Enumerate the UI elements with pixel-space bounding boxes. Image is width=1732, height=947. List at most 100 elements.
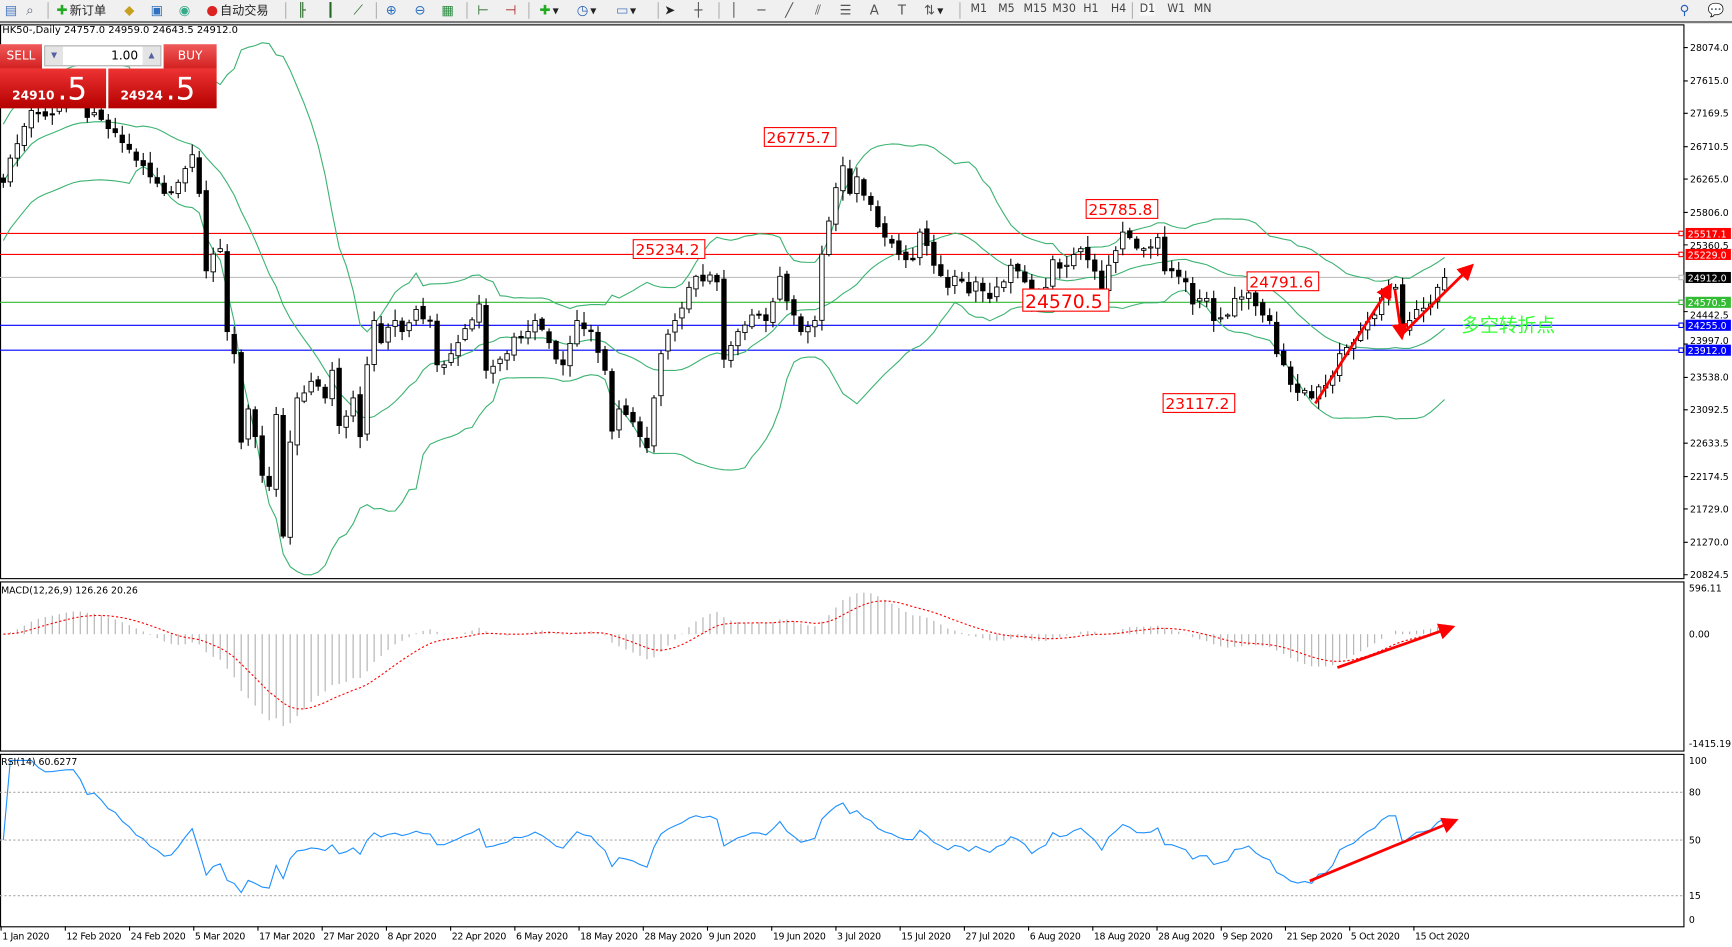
arrows-dropdown[interactable]: ⇅ ▾ [923,2,944,18]
timeframe-m1[interactable]: M1 [970,3,988,16]
text-icon[interactable]: A [869,2,879,18]
candle-body-bearish [1176,269,1182,277]
main-chart-panel [0,24,1685,580]
lot-increase-icon[interactable]: ▲ [142,46,161,66]
candle-body-bullish [952,275,958,287]
candle-body-bearish [847,168,853,194]
candle [1218,307,1224,323]
candle-body-bullish [1371,314,1378,320]
date-axis-label: 22 Apr 2020 [452,932,507,943]
data-window-icon[interactable]: ▣ [150,2,164,18]
candle [889,235,895,248]
market-watch-icon[interactable]: ◆ [124,2,135,18]
timeframe-mn[interactable]: MN [1193,3,1212,16]
tile-windows-icon[interactable]: ▦ [441,2,454,18]
candle [189,144,195,173]
candle [266,466,272,491]
indicators-dropdown[interactable]: ✚ ▾ [539,2,559,18]
timeframe-h1[interactable]: H1 [1083,3,1099,16]
candle [987,282,993,304]
price-axis-label: 21270.0 [1690,538,1729,549]
date-axis-label: 6 Aug 2020 [1030,932,1081,943]
lot-decrease-icon[interactable]: ▼ [45,46,64,66]
zoom-out-icon[interactable]: ⊖ [414,2,426,18]
candle [1008,258,1014,294]
auto-scroll-icon[interactable]: ⊣ [504,2,517,18]
candle-body-bearish [1015,263,1021,272]
candle-body-bearish [1288,366,1294,385]
buy-price-button[interactable]: 24924 .5 [108,68,217,109]
lot-size-stepper[interactable]: ▼ 1.00 ▲ [44,45,162,67]
fibonacci-icon[interactable]: ☰ [839,2,852,18]
candle-body-bearish [420,305,426,320]
horizontal-line-icon[interactable]: ─ [757,2,766,18]
date-axis-label: 17 Mar 2020 [259,932,315,943]
line-chart-icon[interactable]: ⟋ [353,2,363,18]
templates-dropdown[interactable]: ▭ ▾ [616,2,637,18]
equidistant-channel-icon[interactable]: ⫽ [814,2,821,18]
rsi-line [2,759,1445,894]
candle-body-bearish [539,318,545,330]
candle-body-bullish [1148,246,1154,249]
candle [1176,261,1182,285]
buy-button[interactable]: BUY [163,44,217,70]
rsi-axis-label: 80 [1689,788,1701,799]
candle [1441,268,1448,293]
vertical-line-icon[interactable]: │ [729,2,738,18]
sell-button[interactable]: SELL [0,44,43,70]
timeframe-m5[interactable]: M5 [998,3,1015,16]
periods-dropdown[interactable]: ◷ ▾ [576,2,597,18]
candle [672,313,678,342]
timeframe-d1[interactable]: D1 [1139,3,1156,16]
candle-body-bearish [518,335,524,339]
candle [7,154,13,187]
candlestick-icon[interactable]: ┃ [326,2,335,18]
candle [1281,343,1287,367]
zoom-in-icon[interactable]: ⊕ [385,2,397,18]
candle [140,152,146,175]
candle-body-bullish [735,331,741,347]
candle [1302,387,1308,396]
chart-shift-icon[interactable]: ⊢ [477,2,489,18]
candle-body-bullish [511,336,517,356]
cursor-icon[interactable]: ➤ [664,2,676,18]
crosshair-icon[interactable]: ┼ [694,2,703,18]
trendline-icon[interactable]: ╱ [785,2,794,18]
price-tag-text: 25517.1 [1688,229,1727,240]
candle [560,351,566,376]
candle [917,228,923,266]
candle [1183,270,1189,293]
new-chart-icon[interactable]: ▤ [4,2,18,18]
candle [217,238,223,254]
candle [959,271,965,284]
candle-body-bullish [343,415,349,428]
zoom-window-icon[interactable]: ⌕ [26,2,34,18]
navigator-icon[interactable]: ◉ [178,2,191,18]
candle-body-bearish [595,331,601,353]
candle-body-bullish [833,187,839,225]
sell-price-button[interactable]: 24910 .5 [0,68,107,109]
candle [749,308,755,330]
text-label-icon[interactable]: T [897,2,906,18]
timeframe-h4[interactable]: H4 [1110,3,1127,16]
candle-body-bearish [147,162,153,178]
candle-body-bearish [959,278,965,282]
lot-size-input[interactable]: 1.00 [111,48,139,64]
timeframe-m30[interactable]: M30 [1052,3,1076,16]
chart-area[interactable]: 28074.0 27615.0 27169.5 26710.5 26265.0 25806… [0,23,1732,947]
candle [770,297,776,328]
rsi-axis-label: 50 [1689,835,1701,846]
auto-trading-button[interactable]: ● 自动交易 [206,2,269,18]
search-icon[interactable]: ⚲ [1679,2,1690,18]
candle [329,362,335,407]
timeframe-w1[interactable]: W1 [1167,3,1186,16]
bar-chart-icon[interactable]: ╟ [297,2,306,18]
date-axis-label: 27 Mar 2020 [323,932,379,943]
rsi-label: RSI(14) 60.6277 [1,757,77,768]
timeframe-m15[interactable]: M15 [1023,3,1048,16]
candle-body-bullish [441,364,447,368]
chat-icon[interactable]: 💬 [1707,2,1725,18]
macd-signal-line [3,600,1445,710]
new-order-button[interactable]: ✚ 新订单 [54,1,106,19]
candle [567,335,573,377]
